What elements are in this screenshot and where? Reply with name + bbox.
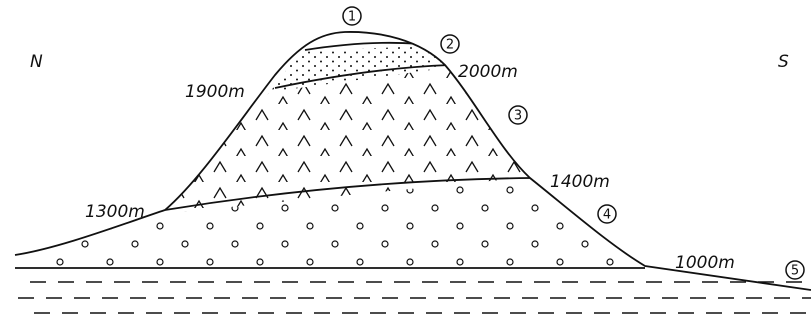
label: 1400m [550, 172, 610, 192]
label: S [778, 52, 789, 72]
marker: 5 [791, 264, 799, 279]
marker: 1 [348, 10, 356, 25]
label: N [30, 52, 43, 72]
label: 2000m [458, 62, 518, 82]
cross-section: N S 1900m 2000m 1300m 1400m 1000m 1 2 3 … [0, 0, 811, 318]
label: 1000m [675, 253, 735, 273]
label: 1300m [85, 202, 145, 222]
label: 1900m [185, 82, 245, 102]
marker: 3 [514, 109, 522, 124]
layers [0, 43, 700, 268]
marker: 4 [603, 208, 611, 223]
bedrock [18, 282, 811, 313]
marker: 2 [446, 38, 454, 53]
